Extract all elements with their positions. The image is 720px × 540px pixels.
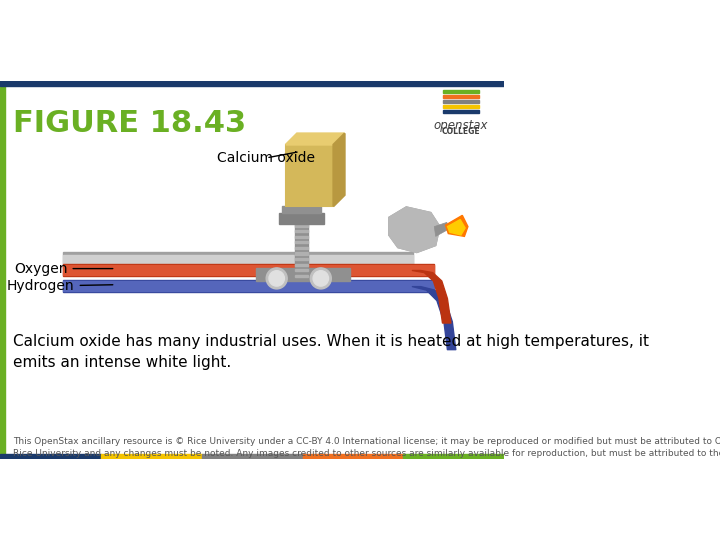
Circle shape bbox=[313, 271, 328, 286]
Bar bbox=[295, 241, 307, 244]
Polygon shape bbox=[389, 207, 440, 253]
Bar bbox=[282, 206, 321, 213]
Bar bbox=[63, 254, 413, 266]
Bar bbox=[443, 105, 479, 108]
Circle shape bbox=[310, 268, 331, 289]
Bar bbox=[443, 95, 479, 98]
Text: FIGURE 18.43: FIGURE 18.43 bbox=[13, 109, 246, 138]
Bar bbox=[202, 454, 302, 459]
Bar bbox=[295, 235, 307, 238]
Bar bbox=[0, 454, 101, 459]
Bar bbox=[295, 264, 307, 266]
Text: Calcium oxide has many industrial uses. When it is heated at high temperatures, : Calcium oxide has many industrial uses. … bbox=[13, 334, 649, 370]
Bar bbox=[295, 225, 307, 227]
Polygon shape bbox=[333, 133, 345, 206]
Polygon shape bbox=[446, 215, 468, 237]
Text: COLLEGE: COLLEGE bbox=[441, 127, 480, 136]
Text: Hydrogen: Hydrogen bbox=[7, 279, 113, 293]
Bar bbox=[0, 81, 5, 459]
Bar bbox=[63, 265, 434, 275]
Bar bbox=[295, 275, 307, 277]
Bar bbox=[443, 100, 479, 103]
Bar bbox=[302, 454, 403, 459]
Bar bbox=[286, 145, 333, 206]
Bar bbox=[256, 268, 350, 280]
Text: This OpenStax ancillary resource is © Rice University under a CC-BY 4.0 Internat: This OpenStax ancillary resource is © Ri… bbox=[13, 437, 720, 457]
Text: Calcium oxide: Calcium oxide bbox=[217, 151, 315, 165]
Bar bbox=[63, 253, 413, 268]
Bar bbox=[443, 90, 479, 93]
Bar bbox=[295, 269, 307, 272]
Bar bbox=[295, 221, 307, 279]
Bar bbox=[101, 454, 202, 459]
Text: openstax: openstax bbox=[433, 119, 488, 132]
Text: Oxygen: Oxygen bbox=[14, 261, 113, 275]
Bar bbox=[403, 454, 504, 459]
Bar bbox=[0, 81, 504, 86]
Bar bbox=[63, 280, 434, 293]
Bar bbox=[443, 110, 479, 113]
Bar bbox=[295, 253, 307, 254]
Bar bbox=[279, 213, 323, 225]
Bar bbox=[295, 230, 307, 232]
Bar bbox=[63, 281, 434, 291]
Bar bbox=[63, 264, 434, 276]
Polygon shape bbox=[434, 222, 449, 237]
Polygon shape bbox=[389, 207, 440, 253]
Circle shape bbox=[269, 271, 284, 286]
Polygon shape bbox=[448, 220, 465, 235]
Polygon shape bbox=[286, 133, 345, 145]
Circle shape bbox=[266, 268, 287, 289]
Bar bbox=[295, 247, 307, 249]
Bar bbox=[295, 258, 307, 260]
